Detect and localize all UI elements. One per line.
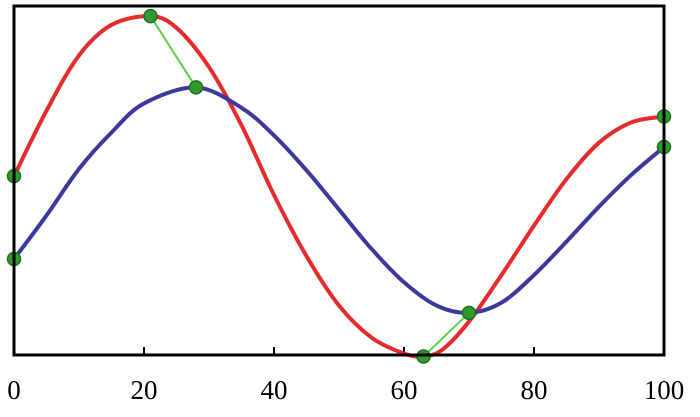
x-tick-labels: 0 20 40 60 80 100 — [7, 375, 684, 405]
data-point-marker-3 — [143, 8, 158, 24]
plot-frame — [12, 4, 666, 357]
blue-series-line — [12, 85, 666, 315]
x-tick-label-40: 40 — [261, 375, 288, 405]
x-tick-label-80: 80 — [521, 375, 548, 405]
x-tick-label-100: 100 — [644, 375, 685, 405]
connector-line-2 — [149, 15, 197, 88]
x-tick-label-20: 20 — [131, 375, 158, 405]
x-tick-label-60: 60 — [391, 375, 418, 405]
red-series-line — [12, 14, 666, 359]
marker-layer — [6, 8, 672, 364]
data-point-marker-4 — [188, 80, 204, 95]
data-point-marker-6 — [461, 305, 477, 321]
series-layer — [12, 14, 666, 359]
x-tick-label-0: 0 — [7, 375, 21, 405]
connector-line-3 — [422, 312, 470, 358]
